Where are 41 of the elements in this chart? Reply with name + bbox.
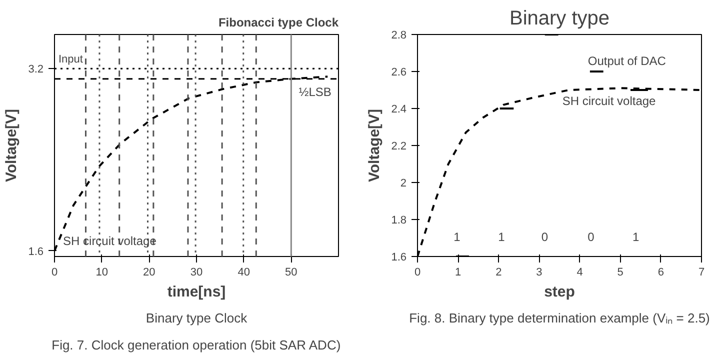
x-tick-label: 0	[51, 266, 58, 278]
x-tick-label: 1	[455, 266, 462, 278]
x-tick-label: 6	[658, 266, 664, 278]
x-tick-label: 10	[96, 266, 108, 278]
x-tick-label: 7	[698, 266, 705, 278]
x-tick-label: 5	[617, 266, 624, 278]
chart-title: Binary type	[509, 8, 610, 30]
x-tick-label: 4	[576, 266, 583, 278]
y-tick-label: 1.8	[391, 214, 407, 226]
annotation: 1	[454, 230, 461, 244]
annotation: 1	[632, 230, 640, 244]
x-tick-label: 2	[496, 266, 502, 278]
text: Binary type Clock	[146, 310, 248, 326]
x-axis-title: step	[544, 284, 575, 300]
y-tick-label: 2.2	[391, 140, 407, 152]
y-axis-title: Voltage[V]	[3, 108, 20, 182]
x-tick-label: 40	[238, 266, 250, 278]
y-tick-label: 1.6	[28, 246, 44, 258]
y-tick-label: 2	[400, 178, 407, 190]
x-tick-label: 30	[190, 266, 203, 278]
y-tick-label: 2.8	[391, 30, 407, 42]
annotation: SH circuit voltage	[562, 94, 656, 108]
y-axis-title: Voltage[V]	[366, 108, 384, 182]
annotation: 1	[498, 230, 506, 244]
y-tick-label: 1.6	[391, 252, 407, 264]
y-tick-label: 2.6	[391, 66, 407, 78]
x-tick-label: 3	[536, 266, 542, 278]
x-axis-title: time[ns]	[167, 284, 226, 300]
x-tick-label: 50	[285, 266, 298, 278]
caption: Fig. 7. Clock generation operation (5bit SAR ADC)	[52, 338, 341, 352]
x-tick-label: 0	[414, 266, 421, 278]
x-tick-label: 20	[143, 266, 156, 278]
ref-line-label: Input	[58, 54, 83, 66]
annotation: 0	[541, 230, 548, 244]
y-tick-label: 3.2	[28, 64, 44, 76]
caption: Fig. 8. Binary type determination example (Vᵢₙ = 2.5)	[409, 310, 710, 326]
y-tick-label: 2.4	[391, 104, 407, 116]
annotation: Output of DAC	[588, 54, 666, 68]
annotation: ½LSB	[298, 85, 332, 100]
annotation: 0	[588, 230, 595, 244]
chart-title: Fibonacci type Clock	[218, 16, 339, 30]
